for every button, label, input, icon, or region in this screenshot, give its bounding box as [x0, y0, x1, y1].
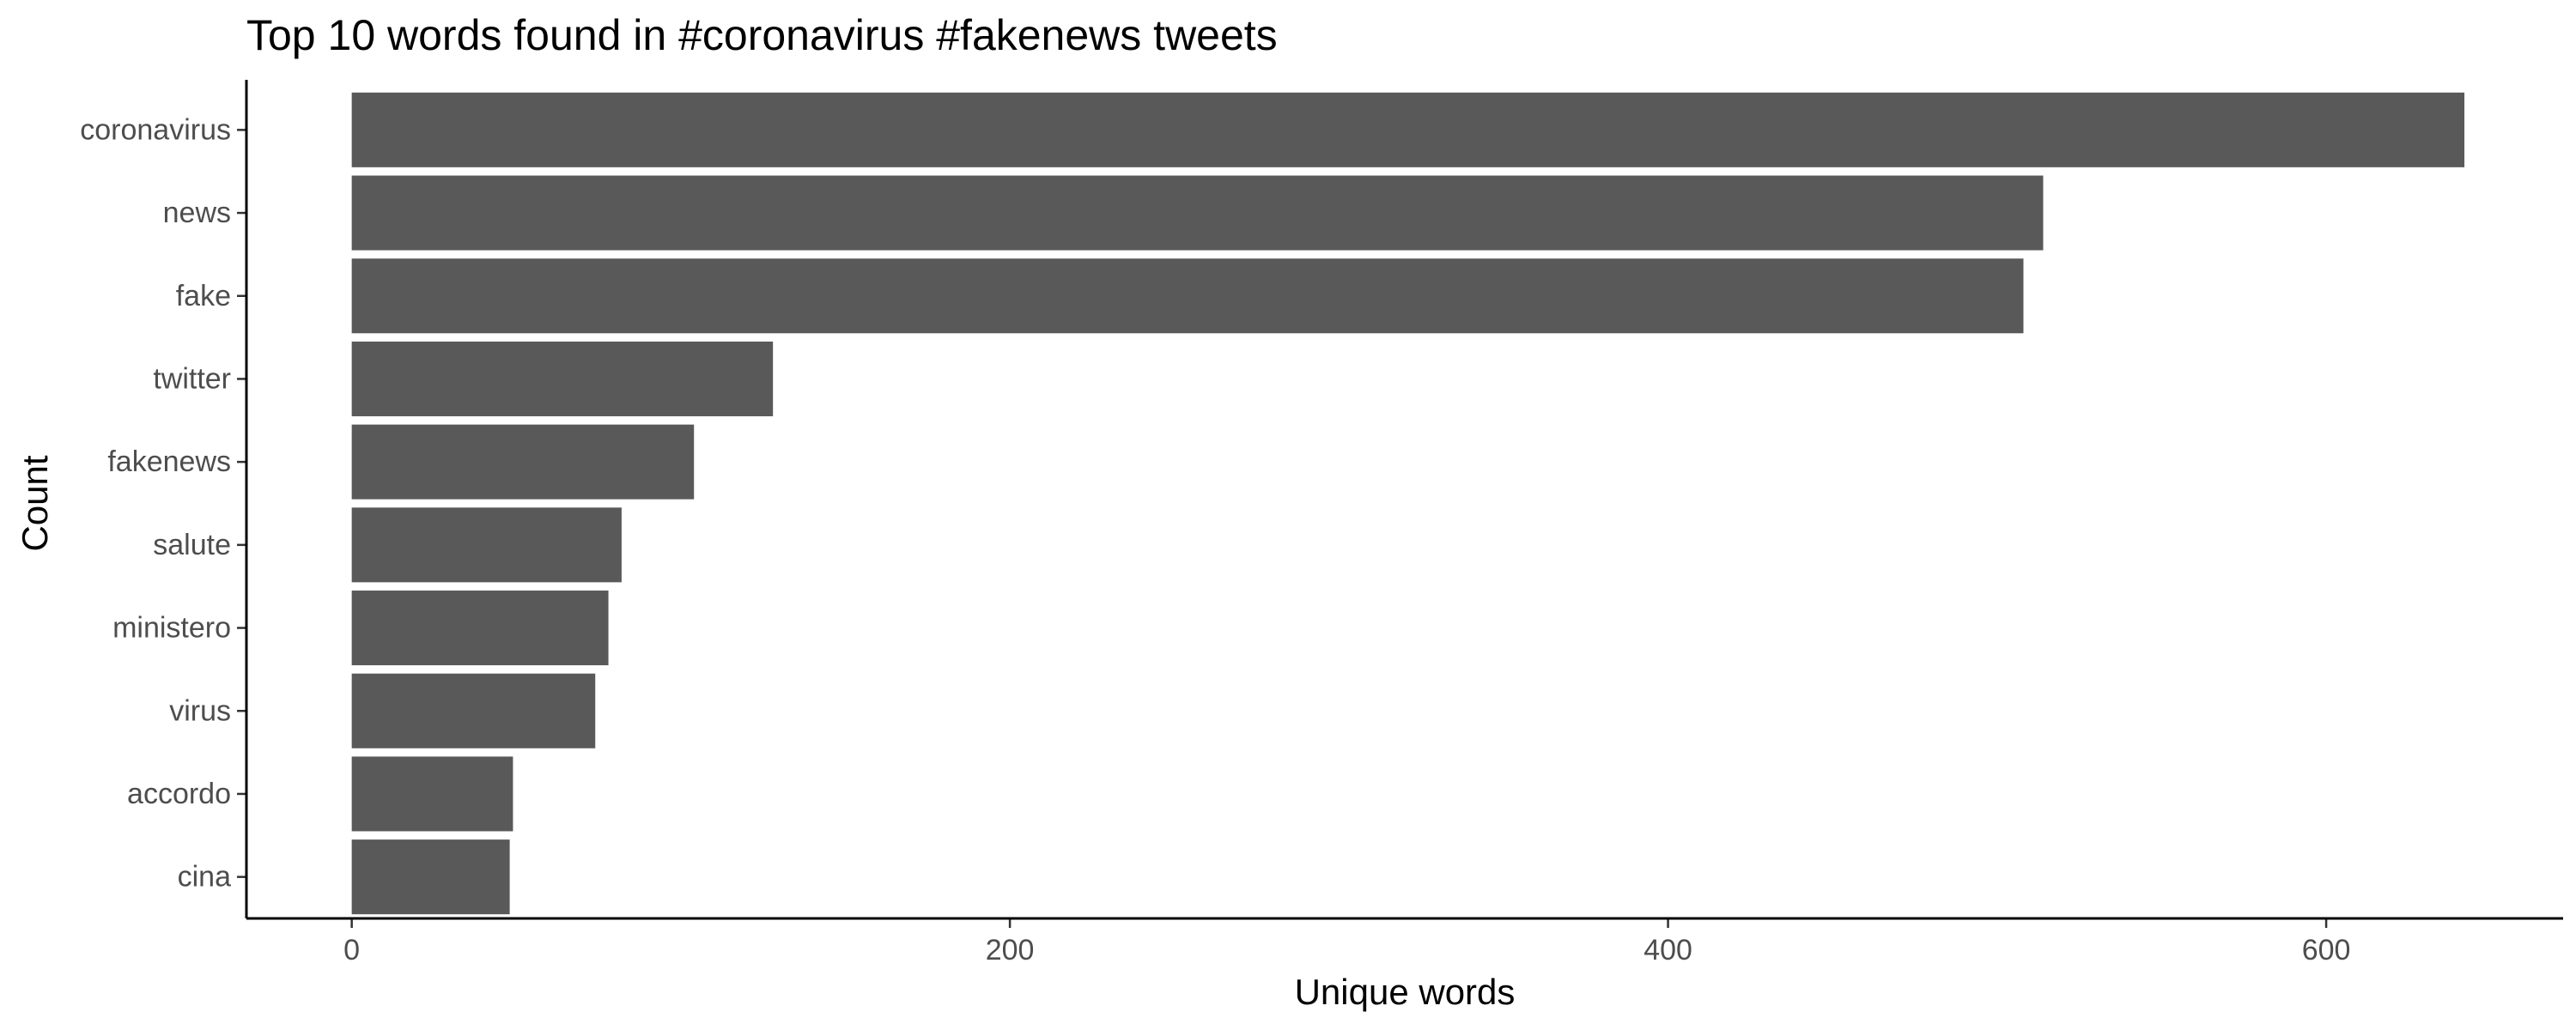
y-axis-ticks: coronavirus news fake twitter fakenews salute…	[80, 113, 246, 894]
bar-virus	[351, 673, 596, 748]
y-tick-label: fakenews	[107, 445, 231, 478]
bar-fake	[351, 258, 2024, 334]
x-tick-label: 600	[2302, 934, 2351, 966]
y-axis-title: Count	[15, 455, 55, 551]
bar-cina	[351, 839, 510, 915]
bar-salute	[351, 507, 622, 583]
bar-news	[351, 175, 2044, 251]
bar-accordo	[351, 756, 513, 832]
y-tick-label: news	[163, 197, 231, 229]
chart-title: Top 10 words found in #coronavirus #fake…	[246, 11, 1278, 59]
y-tick-label: accordo	[127, 778, 231, 810]
y-tick-label: twitter	[153, 362, 231, 395]
y-tick-label: fake	[176, 280, 231, 312]
x-tick-label: 200	[986, 934, 1035, 966]
y-tick-label: coronavirus	[80, 113, 231, 146]
bars-group	[351, 92, 2465, 915]
x-axis-title: Unique words	[1295, 972, 1516, 1012]
bar-ministero	[351, 591, 609, 666]
x-tick-label: 400	[1643, 934, 1692, 966]
y-tick-label: ministero	[112, 612, 231, 645]
x-tick-label: 0	[343, 934, 360, 966]
y-tick-label: cina	[178, 861, 231, 894]
y-tick-label: virus	[169, 694, 231, 727]
y-tick-label: salute	[153, 529, 231, 561]
bar-twitter	[351, 341, 774, 416]
x-axis-ticks: 0 200 400 600	[343, 918, 2350, 966]
bar-fakenews	[351, 424, 695, 500]
bar-coronavirus	[351, 92, 2465, 167]
